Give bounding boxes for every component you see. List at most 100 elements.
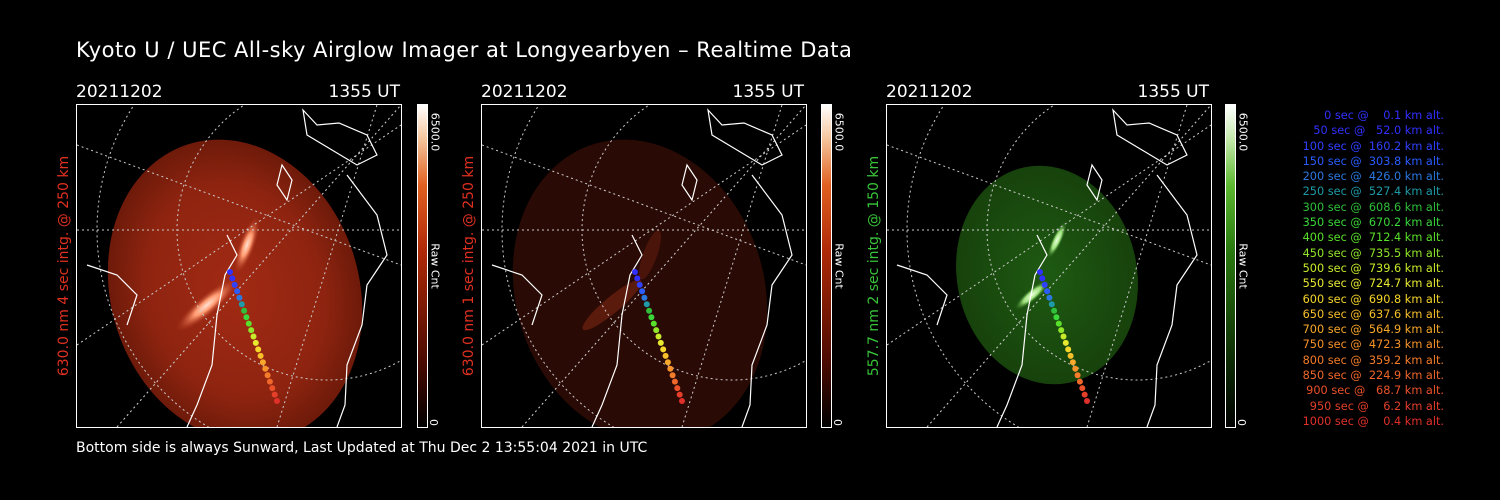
trajectory-dot (255, 346, 262, 353)
panel-2-date: 20211202 (481, 82, 568, 102)
panel-2-colorbar-min: 0 (831, 419, 844, 426)
trajectory-dot (650, 320, 657, 327)
panel-1-image (76, 104, 402, 428)
trajectory-dot (264, 372, 271, 379)
trajectory-dot (1072, 365, 1079, 372)
legend-row: 250 sec @ 527.4 km alt. (1298, 185, 1444, 199)
trajectory-dot (1065, 346, 1072, 353)
trajectory-dot (1039, 275, 1046, 282)
trajectory-dot (241, 307, 248, 314)
legend-row: 100 sec @ 160.2 km alt. (1298, 139, 1444, 153)
legend-row: 750 sec @ 472.3 km alt. (1298, 338, 1444, 352)
trajectory-dot (1037, 269, 1043, 275)
page-title: Kyoto U / UEC All-sky Airglow Imager at … (76, 38, 853, 62)
trajectory-dot (660, 346, 667, 353)
panel-2-colorbar-unit: Raw Cnt (832, 243, 846, 289)
trajectory-dot (1060, 333, 1067, 340)
legend-row: 200 sec @ 426.0 km alt. (1298, 170, 1444, 184)
trajectory-dot (269, 385, 276, 392)
trajectory-dot (1055, 320, 1062, 327)
trajectory-dot (236, 294, 243, 301)
legend-row: 1000 sec @ 0.4 km alt. (1302, 414, 1444, 428)
trajectory-dot (1084, 398, 1090, 404)
panel-1-colorbar (417, 104, 428, 428)
trajectory-dot (679, 398, 685, 404)
trajectory-dot (245, 320, 252, 327)
panel-2-colorbar-max: 6500.0 (832, 112, 846, 152)
legend-row: 150 sec @ 303.8 km alt. (1298, 154, 1444, 168)
panel-1-time: 1355 UT (328, 82, 401, 102)
panel-1-colorbar-min: 0 (427, 419, 440, 426)
trajectory-dot (259, 359, 266, 366)
trajectory-dot (1051, 307, 1058, 314)
trajectory-dot (1076, 378, 1083, 385)
legend-row: 950 sec @ 6.2 km alt. (1306, 399, 1444, 413)
trajectory-dot (227, 269, 233, 275)
trajectory-dot (671, 378, 678, 385)
legend-row: 700 sec @ 564.9 km alt. (1298, 323, 1444, 337)
trajectory-dot (1069, 359, 1076, 366)
panel-2-ylabel: 630.0 nm 1 sec intg. @ 250 km (461, 155, 477, 377)
trajectory-dot (1067, 352, 1074, 359)
trajectory-legend: 0 sec @ 0.1 km alt. 50 sec @ 52.0 km alt… (1262, 108, 1444, 429)
trajectory-dot (1062, 339, 1069, 346)
legend-row: 500 sec @ 739.6 km alt. (1298, 261, 1444, 275)
trajectory-dot (1041, 281, 1048, 288)
trajectory-dot (648, 314, 655, 321)
trajectory-dot (1048, 301, 1055, 308)
trajectory-dot (669, 372, 676, 379)
trajectory-dot (274, 398, 280, 404)
trajectory-dot (676, 391, 683, 398)
legend-row: 50 sec @ 52.0 km alt. (1306, 124, 1444, 138)
trajectory-dot (1074, 372, 1081, 379)
footer-note: Bottom side is always Sunward, Last Upda… (76, 440, 648, 456)
panel-3-time: 1355 UT (1137, 82, 1210, 102)
trajectory-dot (662, 352, 669, 359)
trajectory-dot (639, 288, 646, 295)
panel-3-colorbar (1225, 104, 1236, 428)
trajectory-dot (653, 327, 660, 334)
trajectory-dot (634, 275, 641, 282)
trajectory-dot (1046, 294, 1053, 301)
trajectory-dot (664, 359, 671, 366)
legend-row: 400 sec @ 712.4 km alt. (1298, 231, 1444, 245)
trajectory-dot (271, 391, 278, 398)
panel-2-time: 1355 UT (732, 82, 805, 102)
trajectory-dot (229, 275, 236, 282)
panel-1-ylabel: 630.0 nm 4 sec intg. @ 250 km (56, 155, 72, 377)
panel-1-colorbar-max: 6500.0 (428, 112, 442, 152)
trajectory-dot (248, 327, 255, 334)
legend-row: 800 sec @ 359.2 km alt. (1298, 353, 1444, 367)
trajectory-dot (1058, 327, 1065, 334)
trajectory-dot (238, 301, 245, 308)
trajectory-dot (655, 333, 662, 340)
panel-3-ylabel: 557.7 nm 2 sec intg. @ 150 km (866, 155, 882, 377)
trajectory-dot (632, 269, 638, 275)
legend-row: 850 sec @ 224.9 km alt. (1298, 369, 1444, 383)
trajectory-dot (243, 314, 250, 321)
panel-3-colorbar-min: 0 (1235, 419, 1248, 426)
trajectory-dot (234, 288, 241, 295)
panel-3-date: 20211202 (886, 82, 973, 102)
panel-1-date: 20211202 (76, 82, 163, 102)
trajectory-dot (262, 365, 269, 372)
panel-2-colorbar (821, 104, 832, 428)
trajectory-dot (636, 281, 643, 288)
trajectory-dot (257, 352, 264, 359)
panel-2-image (481, 104, 807, 428)
trajectory-dot (674, 385, 681, 392)
trajectory-dot (1081, 391, 1088, 398)
legend-row: 350 sec @ 670.2 km alt. (1298, 216, 1444, 230)
trajectory-dot (641, 294, 648, 301)
legend-row: 300 sec @ 608.6 km alt. (1298, 200, 1444, 214)
legend-row: 450 sec @ 735.5 km alt. (1298, 246, 1444, 260)
panel-3-colorbar-unit: Raw Cnt (1236, 243, 1250, 289)
trajectory-dot (646, 307, 653, 314)
legend-row: 650 sec @ 637.6 km alt. (1298, 307, 1444, 321)
panel-1-colorbar-unit: Raw Cnt (428, 243, 442, 289)
trajectory-dot (231, 281, 238, 288)
legend-row: 0 sec @ 0.1 km alt. (1313, 109, 1444, 122)
trajectory-dot (252, 339, 259, 346)
trajectory-dot (657, 339, 664, 346)
panel-3-colorbar-max: 6500.0 (1236, 112, 1250, 152)
